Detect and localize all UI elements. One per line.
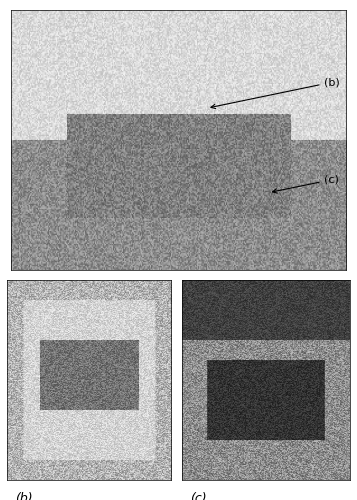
Text: (a): (a) [27,280,45,293]
Text: (b): (b) [211,77,340,108]
Text: (b): (b) [15,492,33,500]
Text: (c): (c) [191,492,207,500]
Text: (c): (c) [272,174,340,193]
